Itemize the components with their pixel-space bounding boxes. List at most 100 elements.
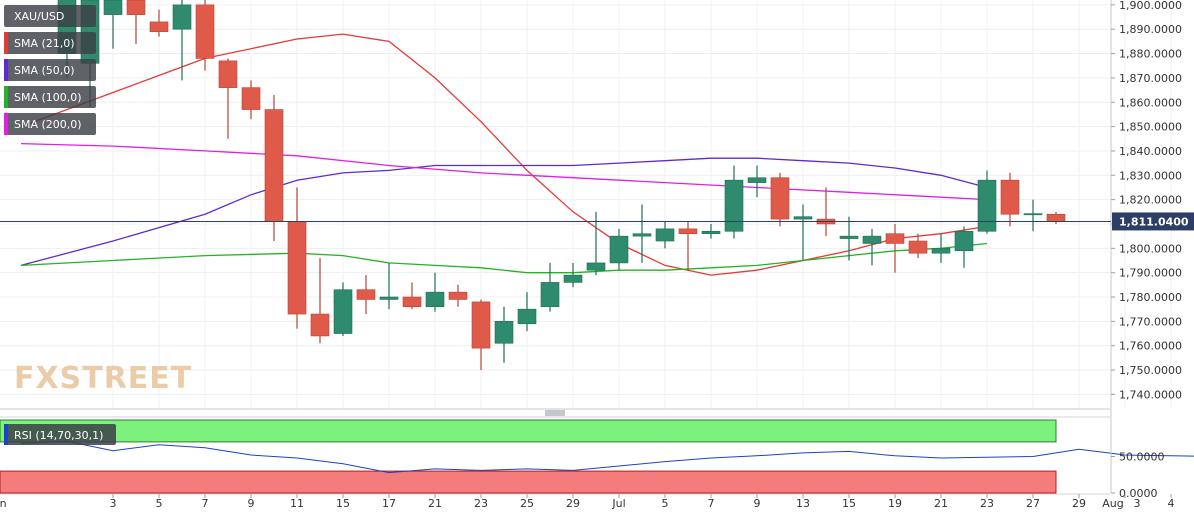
main-pane-background <box>0 0 1110 409</box>
candle-body <box>540 282 560 308</box>
time-tick-label: 27 <box>1026 497 1040 510</box>
fxstreet-watermark: FXSTREET <box>14 361 191 396</box>
time-tick-label: 29 <box>1072 497 1086 510</box>
candle-body <box>632 233 652 237</box>
candle-body <box>747 177 767 183</box>
candle-body <box>724 179 744 232</box>
legend: XAU/USD SMA (21,0) SMA (50,0) SMA (100,0) SM… <box>4 5 116 445</box>
price-tick-label: 1,790.0000 <box>1119 267 1182 280</box>
price-tick-label: 1,770.0000 <box>1119 315 1182 328</box>
price-tick-label: 1,820.0000 <box>1119 194 1182 207</box>
time-tick-label: 25 <box>520 497 534 510</box>
price-tick-label: 1,890.0000 <box>1119 23 1182 36</box>
candle-body <box>793 216 813 220</box>
price-tick-label: 1,780.0000 <box>1119 291 1182 304</box>
time-tick-label: 17 <box>382 497 396 510</box>
price-tick-label: 1,760.0000 <box>1119 340 1182 353</box>
time-tick-label: 7 <box>708 497 715 510</box>
candle-body <box>287 221 307 315</box>
legend-label: SMA (21,0) <box>14 37 75 50</box>
time-tick-label: 21 <box>934 497 948 510</box>
sma-line <box>20 142 988 201</box>
candle-body <box>471 301 491 349</box>
candle-body <box>770 177 790 220</box>
candle-body <box>678 228 698 235</box>
rsi-series-line <box>20 440 1194 474</box>
last-price-marker: 1,811.0400 <box>0 212 1194 231</box>
price-tick-label: 1,830.0000 <box>1119 169 1182 182</box>
rsi-oversold-band <box>0 470 1057 494</box>
candle-body <box>977 179 997 232</box>
time-tick-label: 15 <box>336 497 350 510</box>
time-tick-label: Jun <box>0 497 7 510</box>
price-tick-label: 1,900.0000 <box>1119 0 1182 12</box>
candle-body <box>356 289 376 300</box>
candle-body <box>862 235 882 244</box>
legend-box <box>4 86 96 108</box>
rsi-legend-box <box>4 424 116 445</box>
legend-box <box>4 113 96 135</box>
price-tick-label: 1,740.0000 <box>1119 388 1182 401</box>
rsi-tick-label: 0.0000 <box>1119 487 1158 500</box>
time-tick-label: 7 <box>202 497 209 510</box>
time-tick-label: 23 <box>980 497 994 510</box>
candle-body <box>241 87 261 110</box>
rsi-legend-label: RSI (14,70,30,1) <box>14 429 103 442</box>
candle-body <box>1046 213 1066 222</box>
legend-label: SMA (100,0) <box>14 91 82 104</box>
candle-body <box>931 248 951 254</box>
candle-body <box>494 321 514 344</box>
candle-body <box>149 21 169 32</box>
legend-label: SMA (200,0) <box>14 118 82 131</box>
time-tick-label: 29 <box>566 497 580 510</box>
time-tick-label: 13 <box>796 497 810 510</box>
legend-label: SMA (50,0) <box>14 64 75 77</box>
price-tick-label: 1,840.0000 <box>1119 145 1182 158</box>
time-tick-label: 9 <box>754 497 761 510</box>
price-tick-label: 1,880.0000 <box>1119 48 1182 61</box>
pane-splitter[interactable] <box>545 410 565 416</box>
legend-box <box>4 5 96 27</box>
time-tick-label: 3 <box>110 497 117 510</box>
candle-body <box>218 60 238 88</box>
candle-body <box>586 262 606 271</box>
rsi-tick-label: 50.0000 <box>1119 451 1165 464</box>
candle-body <box>402 296 422 308</box>
candle-body <box>264 109 284 222</box>
rsi-bands <box>0 416 1110 495</box>
time-tick-label: 3 <box>1134 497 1141 510</box>
candle-body <box>172 4 192 30</box>
time-tick-label: 5 <box>156 497 163 510</box>
candle-body <box>701 230 721 235</box>
time-tick-label: 19 <box>888 497 902 510</box>
rsi-legend-swatch <box>4 424 8 445</box>
time-tick-label: 11 <box>290 497 304 510</box>
candle-body <box>1000 179 1020 215</box>
candle-body <box>609 235 629 264</box>
price-tick-label: 1,750.0000 <box>1119 364 1182 377</box>
candle-body <box>448 291 468 300</box>
candles <box>57 0 1066 371</box>
time-tick-label: 15 <box>842 497 856 510</box>
last-price-label: 1,811.0400 <box>1119 215 1189 228</box>
time-tick-label: 5 <box>662 497 669 510</box>
candle-body <box>103 0 123 15</box>
sma-line <box>20 157 988 267</box>
price-tick-label: 1,850.0000 <box>1119 121 1182 134</box>
rsi-overbought-band <box>0 419 1057 443</box>
candle-body <box>310 313 330 337</box>
rsi-line <box>20 440 1194 474</box>
candle-body <box>885 233 905 244</box>
price-tick-label: 1,860.0000 <box>1119 96 1182 109</box>
candle-body <box>839 235 859 239</box>
legend-color-swatch <box>4 113 8 135</box>
candle-body <box>195 4 215 59</box>
candle-body <box>1023 213 1043 216</box>
candle-body <box>333 289 353 334</box>
legend-color-swatch <box>4 86 8 108</box>
time-tick-label: 9 <box>248 497 255 510</box>
price-tick-label: 1,870.0000 <box>1119 72 1182 85</box>
